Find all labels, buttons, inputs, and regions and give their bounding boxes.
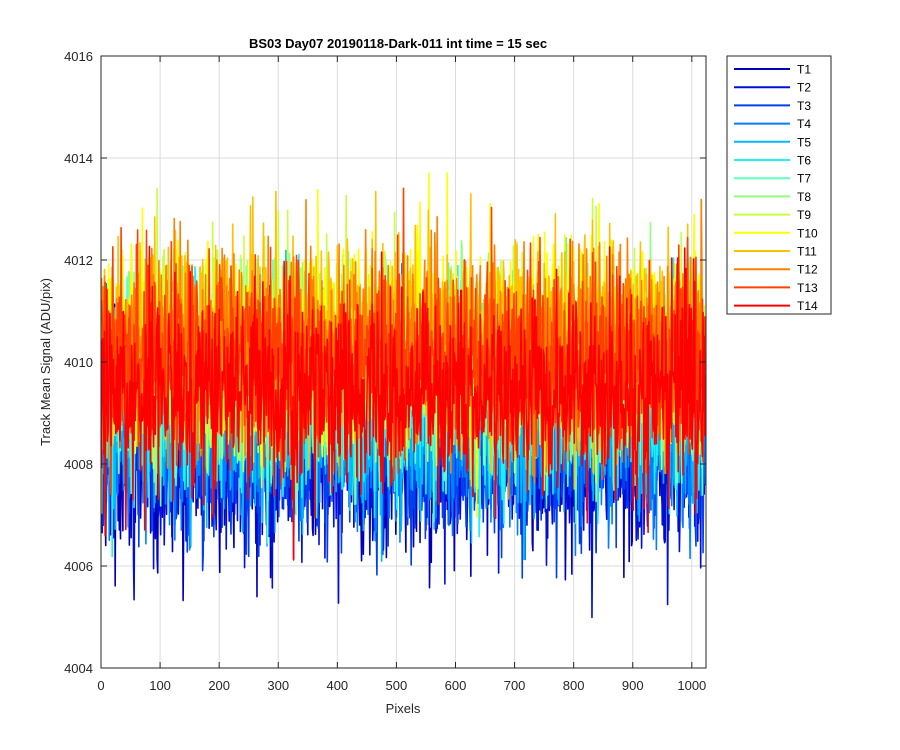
y-tick-label: 4008: [64, 457, 93, 472]
legend-label-t10: T10: [797, 226, 818, 240]
x-tick-label: 400: [326, 678, 348, 693]
y-tick-label: 4016: [64, 49, 93, 64]
legend-label-t4: T4: [797, 117, 811, 131]
legend-label-t13: T13: [797, 281, 818, 295]
y-tick-label: 4004: [64, 661, 93, 676]
x-tick-label: 900: [622, 678, 644, 693]
x-axis-label: Pixels: [386, 701, 421, 716]
series-line-t14: [101, 245, 706, 561]
y-tick-label: 4014: [64, 151, 93, 166]
x-tick-label: 600: [445, 678, 467, 693]
x-tick-label: 0: [97, 678, 104, 693]
x-tick-label: 300: [267, 678, 289, 693]
legend-label-t12: T12: [797, 263, 818, 277]
x-tick-label: 100: [149, 678, 171, 693]
axis-ticks: 0 100 200 300 400 500 600 700 800 900 1000 4004 4006…: [64, 49, 706, 693]
y-tick-label: 4010: [64, 355, 93, 370]
x-tick-label: 700: [504, 678, 526, 693]
y-axis-label: Track Mean Signal (ADU/pix): [38, 278, 53, 446]
legend-label-t6: T6: [797, 154, 811, 168]
legend-label-t11: T11: [797, 245, 817, 259]
legend-label-t9: T9: [797, 208, 811, 222]
legend-label-t3: T3: [797, 99, 811, 113]
legend-label-t1: T1: [797, 63, 811, 77]
legend-label-t14: T14: [797, 299, 818, 313]
series-lines: [101, 172, 706, 619]
y-tick-label: 4012: [64, 253, 93, 268]
chart-title: BS03 Day07 20190118-Dark-011 int time = …: [249, 36, 547, 51]
legend-label-t5: T5: [797, 135, 811, 149]
x-tick-label: 800: [563, 678, 585, 693]
x-tick-label: 500: [386, 678, 408, 693]
legend-label-t2: T2: [797, 81, 811, 95]
legend: T1 T2 T3 T4 T5 T6 T7 T8 T9 T10 T11 T12 T13 T14: [726, 55, 832, 315]
legend-label-t7: T7: [797, 172, 811, 186]
y-tick-label: 4006: [64, 559, 93, 574]
x-tick-label: 200: [208, 678, 230, 693]
legend-label-t8: T8: [797, 190, 811, 204]
legend-box: [726, 55, 832, 315]
x-tick-label: 1000: [677, 678, 706, 693]
